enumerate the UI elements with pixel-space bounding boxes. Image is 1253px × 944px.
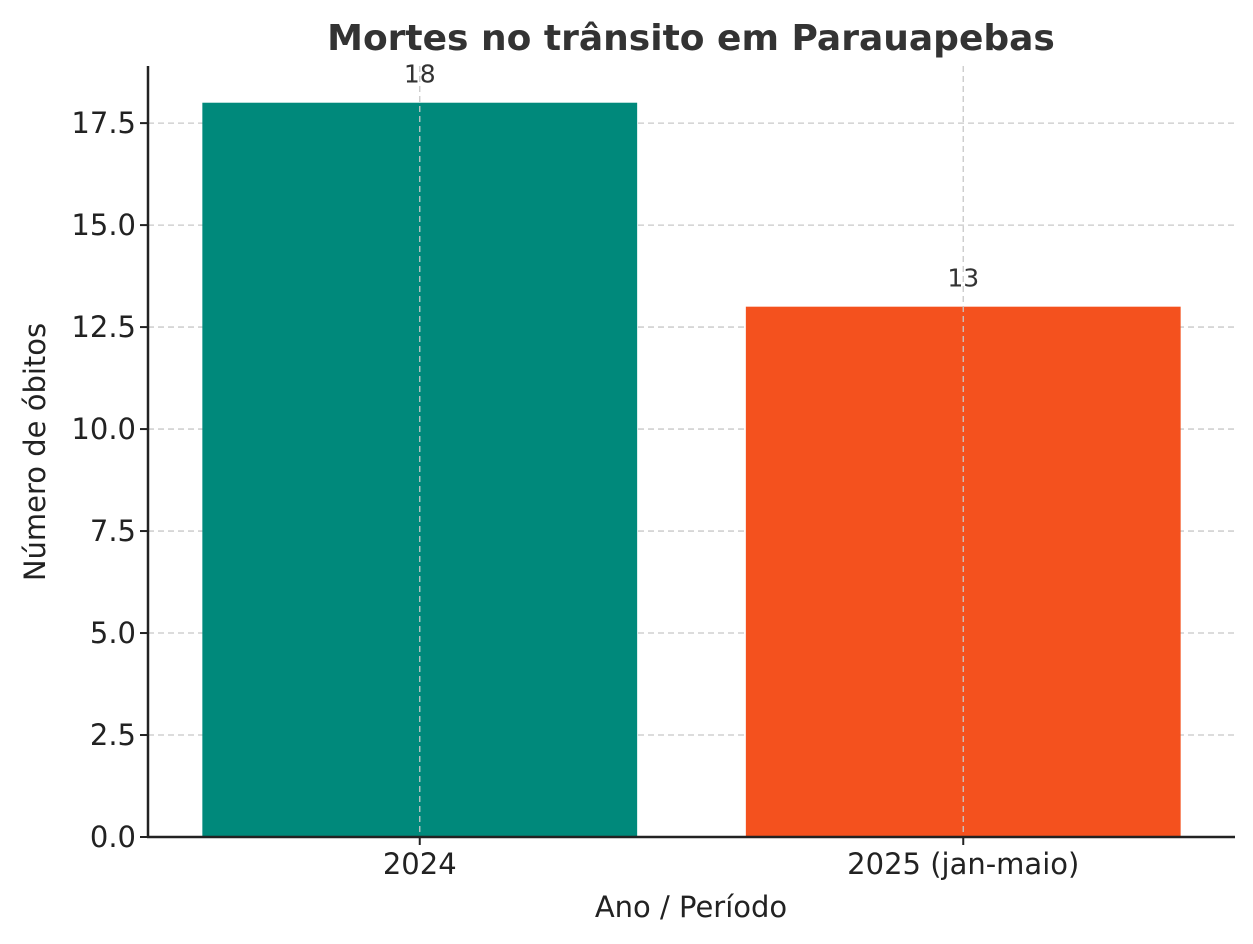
x-tick-label: 2025 (jan-maio) — [847, 847, 1079, 881]
x-tick-label: 2024 — [383, 847, 457, 881]
y-axis-ticks: 0.0 2.5 5.0 7.5 10.0 12.5 15.0 17.5 — [71, 106, 148, 854]
x-axis-ticks: 2024 2025 (jan-maio) — [383, 837, 1079, 881]
y-tick-label: 15.0 — [71, 208, 136, 242]
y-tick-label: 17.5 — [71, 106, 136, 140]
y-tick-label: 0.0 — [90, 820, 136, 854]
bar-value-label: 18 — [404, 60, 436, 89]
bars — [202, 102, 1181, 838]
y-axis-label: Número de óbitos — [18, 323, 52, 581]
y-tick-label: 10.0 — [71, 412, 136, 446]
x-axis-label: Ano / Período — [595, 890, 787, 924]
y-tick-label: 2.5 — [90, 718, 136, 752]
y-tick-label: 7.5 — [90, 514, 136, 548]
vertical-grid — [419, 66, 964, 837]
y-tick-label: 12.5 — [71, 310, 136, 344]
y-tick-label: 5.0 — [90, 616, 136, 650]
bar-value-label: 13 — [947, 264, 979, 293]
chart-title: Mortes no trânsito em Parauapebas — [327, 18, 1055, 59]
